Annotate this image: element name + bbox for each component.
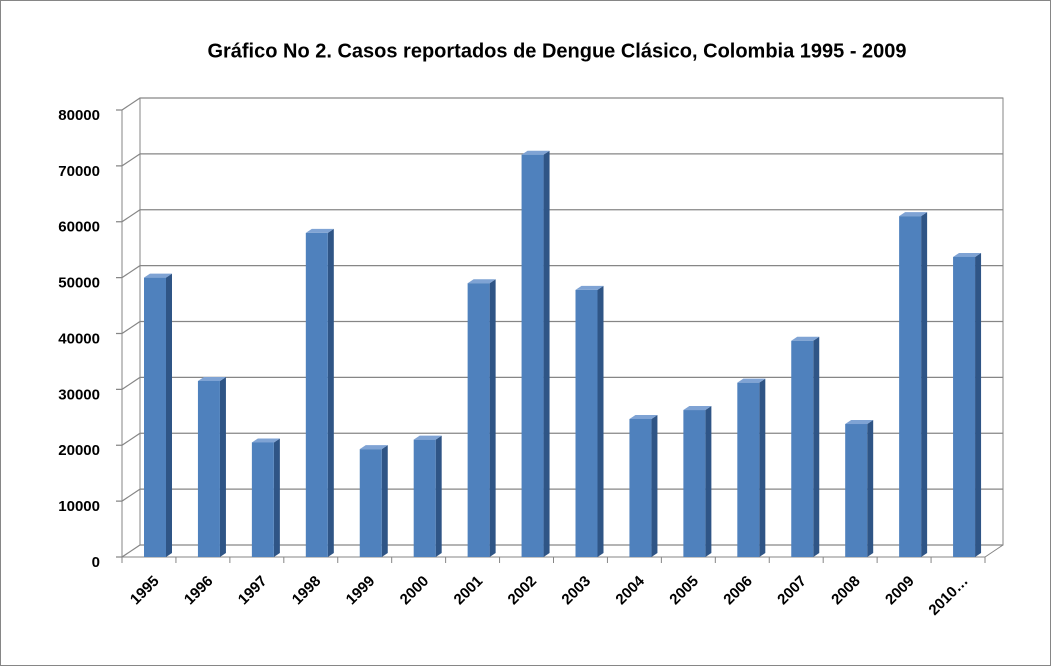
bar-side <box>813 336 820 557</box>
bar <box>953 256 976 557</box>
bar <box>467 283 490 557</box>
bar-side <box>975 252 982 558</box>
y-tick-label: 50000 <box>58 275 100 292</box>
y-tick-label: 30000 <box>58 386 100 403</box>
bar-side <box>166 273 172 557</box>
bar-top <box>737 378 766 383</box>
grid-line <box>116 544 1003 558</box>
bar <box>197 380 220 557</box>
y-tick-label: 0 <box>92 554 100 571</box>
grid-line <box>116 376 1003 390</box>
bar-top <box>845 420 874 425</box>
bar <box>683 410 706 557</box>
bar-top <box>629 414 658 419</box>
bar <box>251 442 274 557</box>
y-tick-label: 80000 <box>58 107 100 124</box>
bar-side <box>543 150 550 557</box>
bar-side <box>921 212 928 557</box>
bar-top <box>144 273 172 278</box>
y-tick-label: 20000 <box>58 442 100 459</box>
bar <box>629 418 652 557</box>
grid-line <box>116 209 1003 223</box>
bar-top <box>467 279 496 284</box>
bar <box>359 449 382 557</box>
bar <box>305 232 328 558</box>
bar-side <box>705 406 712 557</box>
bar <box>521 154 544 557</box>
grid-line <box>116 265 1003 279</box>
y-tick-label: 40000 <box>58 330 100 347</box>
bar-side <box>219 376 226 557</box>
y-tick-label: 10000 <box>58 498 100 515</box>
bar <box>791 340 814 557</box>
y-tick-label: 60000 <box>58 219 100 236</box>
bar-top <box>791 336 820 341</box>
bar-top <box>683 406 712 411</box>
bar-top <box>359 445 388 450</box>
bar-side <box>597 285 604 557</box>
bar-top <box>197 376 226 381</box>
grid-line <box>116 153 1003 167</box>
chart-title: Gráfico No 2. Casos reportados de Dengue… <box>207 40 906 62</box>
bar-side <box>759 378 766 557</box>
bar-side <box>489 279 496 557</box>
bar-side <box>327 228 334 558</box>
grid-line <box>116 320 1003 335</box>
bar-top <box>575 285 604 290</box>
bar-top <box>305 228 334 233</box>
bar-side <box>651 414 658 557</box>
bar <box>737 382 760 557</box>
bar-side <box>381 445 388 557</box>
bar <box>899 216 922 557</box>
grid-line <box>116 488 1003 502</box>
bar-top <box>413 435 442 440</box>
bar <box>144 277 166 557</box>
bar-side <box>867 420 874 557</box>
bar <box>413 439 436 557</box>
bar-side <box>435 435 442 557</box>
bar <box>575 289 598 557</box>
bar-top <box>953 252 982 257</box>
bar <box>845 424 868 557</box>
y-tick-label: 70000 <box>58 163 100 180</box>
grid-line <box>116 97 1003 111</box>
bar-top <box>521 150 550 155</box>
bar-side <box>273 438 280 557</box>
bar-top <box>251 438 280 443</box>
bar-top <box>899 212 928 217</box>
grid-line <box>116 432 1003 446</box>
